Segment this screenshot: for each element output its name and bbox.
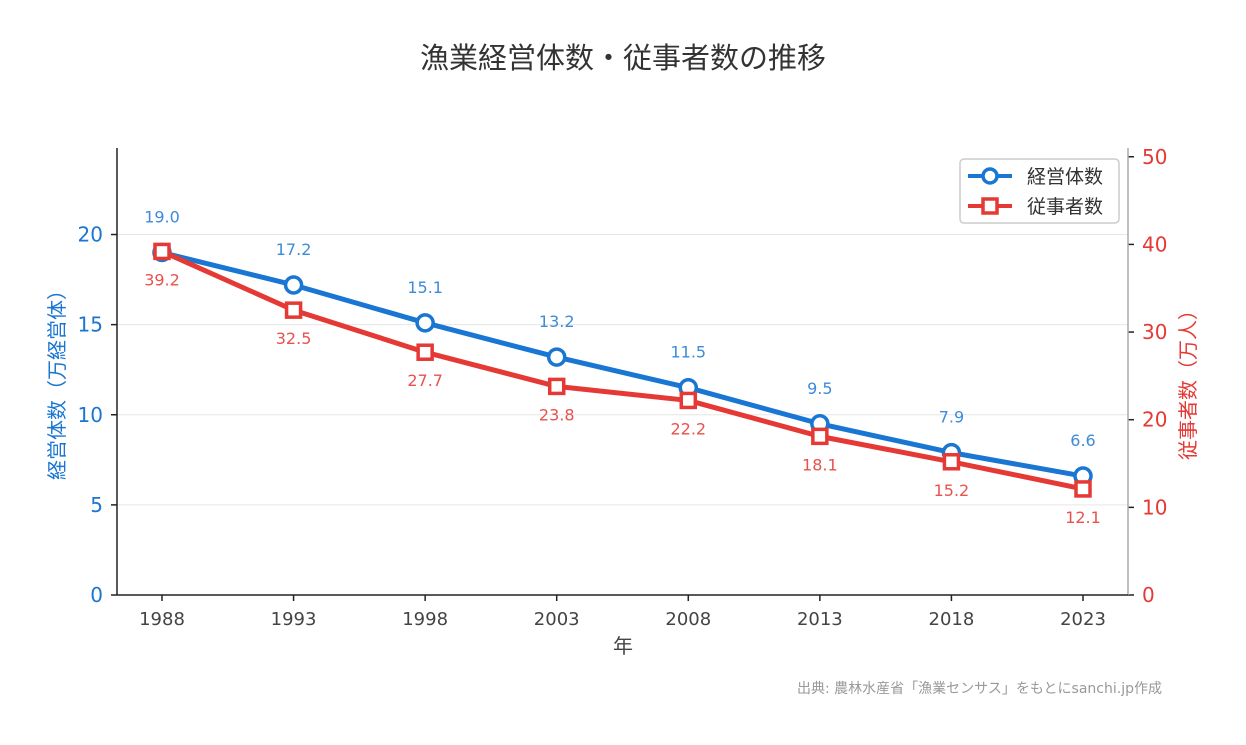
y-tick-label-right: 0	[1142, 583, 1155, 607]
x-tick-label: 2018	[929, 609, 975, 630]
data-point-circle	[415, 313, 435, 333]
chart-title: 漁業経営体数・従事者数の推移	[420, 41, 826, 75]
x-tick-label: 1988	[139, 609, 185, 630]
data-label: 13.2	[539, 312, 575, 331]
series-line-1	[160, 249, 1084, 492]
data-label: 32.5	[276, 329, 312, 348]
x-tick-label: 1998	[402, 609, 448, 630]
x-tick-label: 1993	[271, 609, 317, 630]
data-label: 39.2	[144, 270, 180, 289]
data-label: 6.6	[1070, 431, 1095, 450]
legend-marker-square	[981, 197, 999, 215]
source-note: 出典: 農林水産省「漁業センサス」をもとにsanchi.jp作成	[797, 681, 1162, 697]
data-point-square	[942, 453, 961, 471]
data-point-square	[1074, 480, 1092, 498]
series-line-0	[161, 250, 1084, 479]
data-point-square	[547, 377, 566, 396]
data-label: 22.2	[670, 419, 706, 438]
data-label: 18.1	[802, 455, 838, 474]
data-point-circle	[546, 347, 567, 367]
data-point-square	[153, 242, 171, 261]
legend-label-0: 経営体数	[1027, 166, 1103, 188]
legend: 経営体数 従事者数	[959, 158, 1120, 224]
legend-label-1: 従事者数	[1027, 196, 1103, 218]
y-tick-label-right: 20	[1142, 408, 1167, 432]
data-point-square	[284, 301, 303, 319]
x-tick-label: 2013	[797, 609, 843, 630]
data-point-circle	[283, 275, 304, 295]
y-tick-label-left: 20	[78, 223, 103, 247]
y-tick-label-right: 30	[1142, 320, 1167, 344]
y-tick-label-left: 5	[90, 493, 103, 517]
x-axis-label: 年	[613, 634, 633, 658]
y-tick-label-right: 10	[1142, 495, 1167, 519]
data-point-square	[811, 427, 829, 446]
data-point-square	[679, 391, 698, 410]
data-label: 19.0	[144, 208, 180, 227]
x-tick-label: 2003	[534, 609, 580, 630]
legend-marker-circle	[981, 167, 999, 185]
x-tick-label: 2023	[1060, 609, 1106, 630]
data-label: 27.7	[407, 371, 443, 390]
data-label: 11.5	[670, 343, 706, 362]
y-tick-label-left: 10	[78, 403, 103, 427]
y-tick-label-right: 50	[1142, 145, 1167, 169]
y-tick-label-left: 15	[78, 313, 103, 337]
y-tick-label-right: 40	[1142, 232, 1167, 256]
x-tick-label: 2008	[665, 609, 711, 630]
data-label: 23.8	[539, 405, 575, 424]
data-label: 12.1	[1065, 508, 1101, 527]
y-axis-label-left: 経営体数（万経営体）	[45, 280, 69, 480]
y-tick-label-left: 0	[90, 583, 103, 607]
data-label: 7.9	[939, 408, 964, 427]
data-label: 15.2	[934, 481, 970, 500]
data-point-square	[416, 343, 434, 361]
data-label: 17.2	[276, 240, 312, 259]
data-label: 15.1	[407, 278, 443, 297]
y-axis-label-right: 従事者数（万人）	[1176, 300, 1200, 460]
data-label: 9.5	[807, 379, 832, 398]
